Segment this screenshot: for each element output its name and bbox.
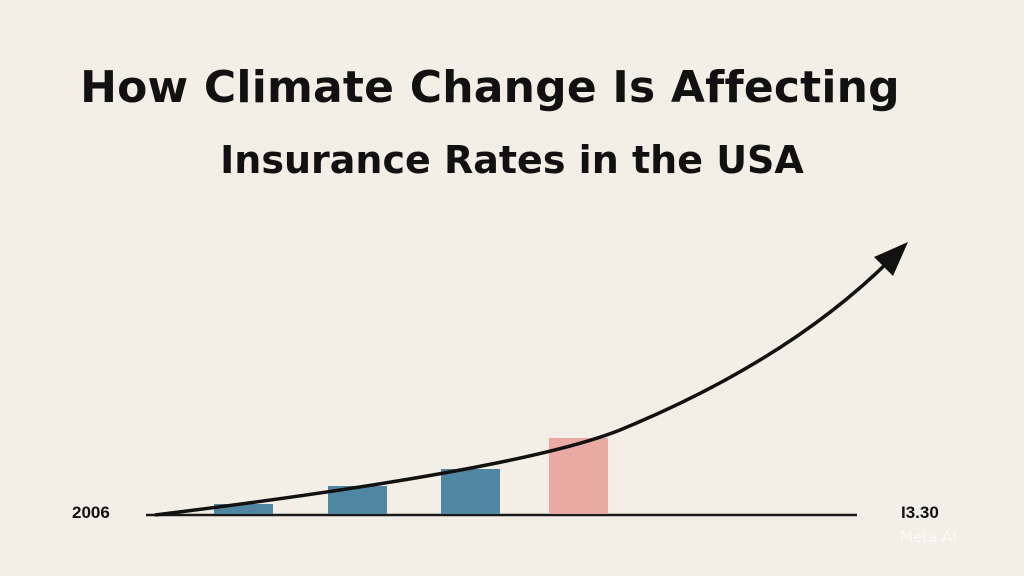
watermark: Meta AI (900, 528, 957, 546)
x-start-label: 2006 (72, 503, 110, 522)
bar-1 (214, 504, 273, 514)
title-line-1: How Climate Change Is Affecting (80, 62, 900, 113)
trend-arrowhead (874, 242, 908, 276)
title-line-2: Insurance Rates in the USA (220, 138, 804, 182)
trend-arrow-curve (154, 256, 894, 517)
bar-3 (441, 469, 500, 514)
x-end-label: I3.30 (901, 503, 939, 522)
